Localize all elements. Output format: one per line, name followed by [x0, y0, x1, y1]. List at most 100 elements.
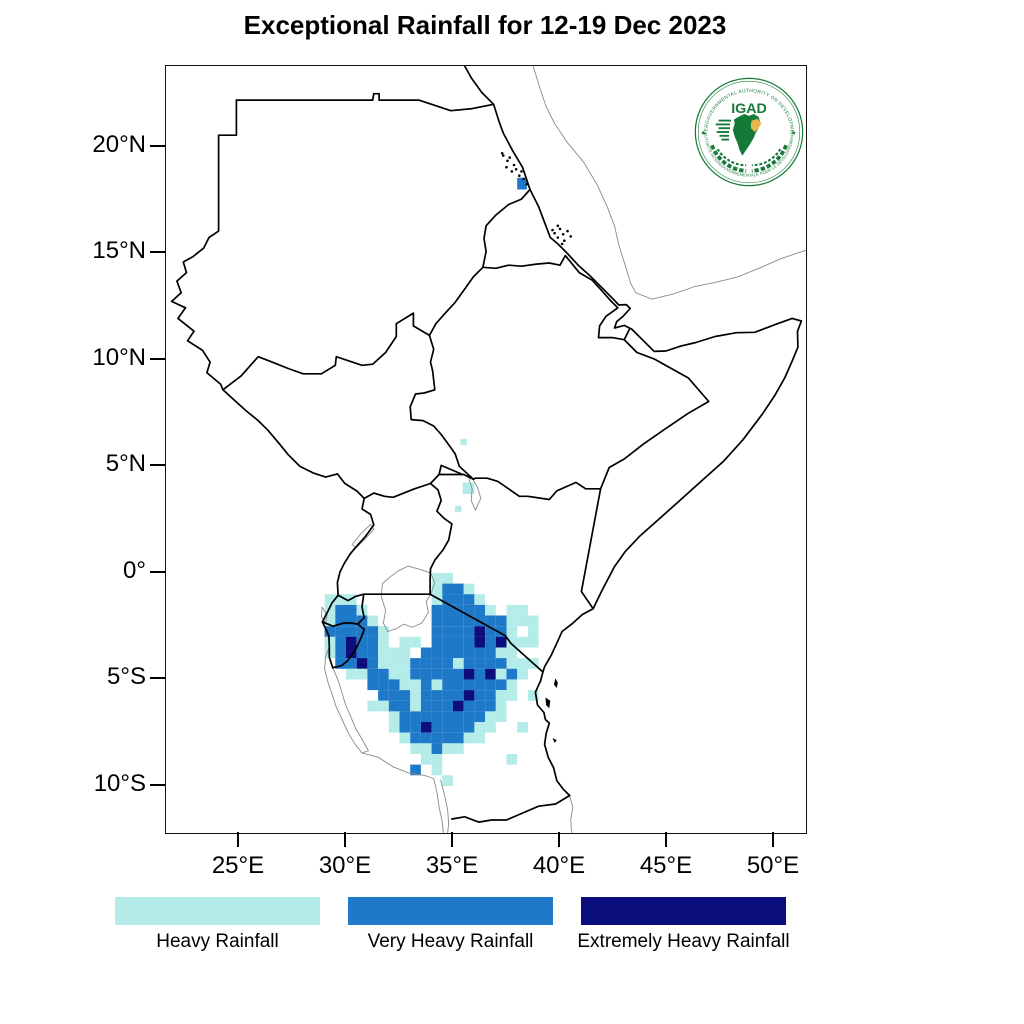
rainfall-cell [453, 711, 464, 723]
rainfall-cell [527, 615, 539, 627]
logo-star-right: ★ [791, 129, 797, 137]
rainfall-cell [506, 615, 518, 627]
rainfall-cell [517, 658, 528, 669]
rainfall-cell [442, 679, 453, 691]
legend-item-very-heavy: Very Heavy Rainfall [348, 897, 553, 953]
logo-star-left: ★ [701, 129, 707, 137]
rainfall-cell [462, 482, 475, 495]
rainfall-cell [346, 615, 357, 627]
rainfall-cell [495, 647, 507, 659]
rainfall-cell [431, 594, 443, 605]
rainfall-cell [485, 604, 496, 616]
rainfall-cell [356, 647, 368, 659]
rainfall-cell [420, 711, 432, 723]
map-frame [165, 65, 807, 834]
water-line [361, 752, 434, 779]
rainfall-cell [420, 732, 432, 744]
rainfall-cell [335, 615, 346, 627]
rainfall-cell [388, 679, 400, 691]
rainfall-cell [420, 647, 432, 659]
rainfall-cell [517, 615, 528, 627]
igad-region-patch [750, 118, 762, 132]
rainfall-cell [485, 626, 496, 637]
rainfall-cell [463, 668, 475, 680]
rainfall-cell [410, 658, 421, 669]
rainfall-cell [442, 572, 453, 584]
rainfall-cell [431, 626, 443, 637]
rainfall-cell [431, 743, 443, 754]
island-dot [518, 174, 521, 177]
island-dot [506, 159, 509, 163]
lat-tick [150, 783, 165, 786]
rainfall-cell [455, 505, 462, 513]
rainfall-cell [420, 754, 432, 765]
rainfall-cell [463, 626, 475, 637]
rainfall-cell [410, 732, 421, 744]
lon-tick-label: 45°E [639, 852, 693, 879]
island-dot [556, 236, 560, 239]
rainfall-cell [431, 764, 443, 776]
rainfall-cell [463, 722, 475, 733]
rainfall-cell [453, 626, 464, 637]
rainfall-cell [388, 711, 400, 723]
rainfall-cell [431, 615, 443, 627]
rainfall-cell [442, 615, 453, 627]
rainfall-cell [442, 626, 453, 637]
lat-tick-label: 5°N [105, 450, 146, 478]
rainfall-cell [474, 604, 486, 616]
rainfall-cell [463, 636, 475, 648]
rainfall-cell [463, 647, 475, 659]
water-line [433, 778, 444, 833]
rainfall-cell [474, 658, 486, 669]
rainfall-cell [474, 594, 486, 605]
island [554, 678, 558, 688]
rainfall-cell [463, 583, 475, 595]
island-dot [561, 233, 565, 236]
lat-tick-label: 10°N [92, 343, 146, 371]
water-line [532, 66, 806, 300]
rainfall-cell [388, 668, 400, 680]
rainfall-cell [506, 658, 518, 669]
rainfall-cell [367, 679, 379, 691]
lat-tick [150, 464, 165, 467]
rainfall-cell [463, 690, 475, 701]
rainfall-cell [463, 700, 475, 712]
rainfall-cell [378, 668, 389, 680]
rainfall-cell [495, 626, 507, 637]
rainfall-cell [474, 668, 486, 680]
rainfall-cell [463, 658, 475, 669]
country-border [429, 593, 544, 673]
legend-label-extremely-heavy: Extremely Heavy Rainfall [577, 931, 790, 952]
rainfall-cell [335, 604, 346, 616]
rainfall-cell [388, 700, 400, 712]
rainfall-cell [346, 668, 357, 680]
rainfall-cell [420, 690, 432, 701]
rainfall-cell [460, 438, 467, 446]
rainfall-cell [453, 690, 464, 701]
rainfall-cell [399, 722, 411, 733]
rainfall-cell [346, 658, 357, 669]
lon-tick-label: 50°E [746, 852, 800, 879]
country-border [463, 66, 803, 797]
page-title: Exceptional Rainfall for 12-19 Dec 2023 [243, 10, 727, 40]
country-border [321, 621, 359, 628]
rainfall-cell [442, 636, 453, 648]
rainfall-cell [399, 700, 411, 712]
rainfall-cell [442, 668, 453, 680]
rainfall-cell [442, 690, 453, 701]
rainfall-cell [495, 711, 507, 723]
rainfall-cell [495, 700, 507, 712]
rainfall-cell [453, 647, 464, 659]
igad-logo: INTERGOVERNMENTAL AUTHORITY ON DEVELOPME… [692, 75, 804, 187]
rainfall-cell [485, 668, 496, 680]
rainfall-cell [442, 594, 453, 605]
rainfall-cell [453, 636, 464, 648]
country-border [409, 369, 475, 481]
rainfall-cell [442, 743, 453, 754]
country-border [580, 487, 602, 610]
rainfall-cell [474, 732, 486, 744]
rainfall-cell [431, 711, 443, 723]
rainfall-cell [356, 668, 368, 680]
rainfall-cell [517, 177, 527, 190]
water-line [468, 475, 482, 512]
